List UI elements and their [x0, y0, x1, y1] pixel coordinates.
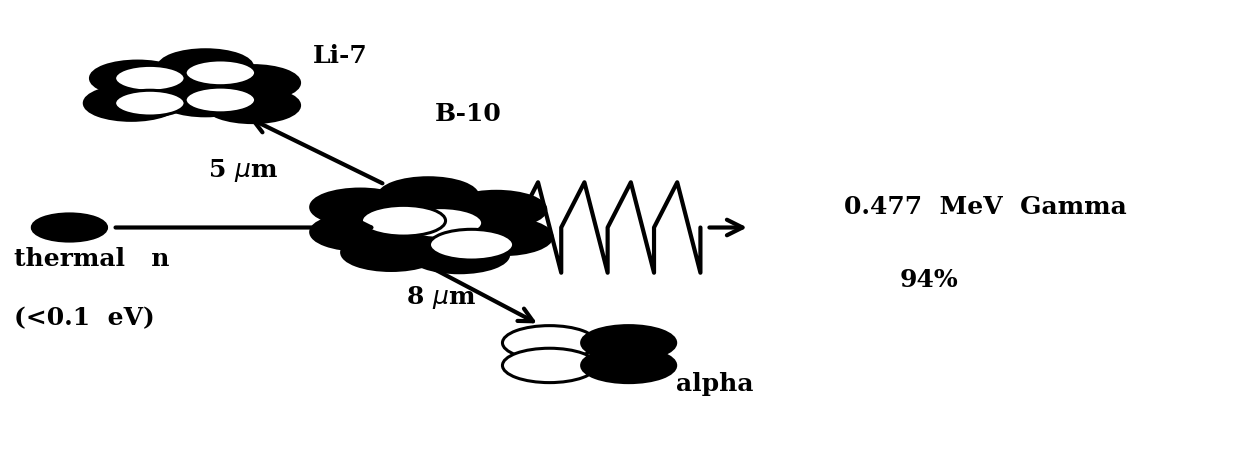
Circle shape: [378, 178, 477, 214]
Text: 8 $\mu$m: 8 $\mu$m: [405, 284, 476, 311]
Circle shape: [429, 229, 513, 260]
Circle shape: [453, 218, 552, 255]
Circle shape: [361, 205, 445, 236]
Text: 0.477  MeV  Gamma: 0.477 MeV Gamma: [843, 195, 1126, 219]
Circle shape: [185, 87, 255, 113]
Circle shape: [582, 348, 676, 383]
Circle shape: [185, 60, 255, 86]
Circle shape: [311, 214, 409, 250]
Circle shape: [159, 50, 253, 84]
Circle shape: [84, 86, 179, 120]
Circle shape: [134, 70, 228, 105]
Text: Li-7: Li-7: [314, 44, 368, 68]
Circle shape: [32, 214, 107, 241]
Circle shape: [582, 326, 676, 360]
Circle shape: [502, 348, 596, 383]
Text: B-10: B-10: [434, 102, 501, 126]
Circle shape: [409, 237, 508, 273]
Text: thermal   n: thermal n: [14, 247, 170, 271]
Circle shape: [206, 88, 300, 122]
Circle shape: [398, 207, 482, 238]
Circle shape: [114, 66, 185, 91]
Text: 5 $\mu$m: 5 $\mu$m: [208, 157, 278, 184]
Text: 94%: 94%: [900, 268, 959, 292]
Circle shape: [159, 81, 253, 116]
Text: (<0.1  eV): (<0.1 eV): [14, 306, 155, 330]
Circle shape: [446, 191, 546, 228]
Circle shape: [206, 66, 300, 100]
Circle shape: [114, 90, 185, 116]
Circle shape: [502, 326, 596, 360]
Circle shape: [342, 234, 440, 270]
Circle shape: [91, 61, 185, 96]
Circle shape: [311, 189, 409, 225]
Text: alpha: alpha: [676, 372, 753, 395]
